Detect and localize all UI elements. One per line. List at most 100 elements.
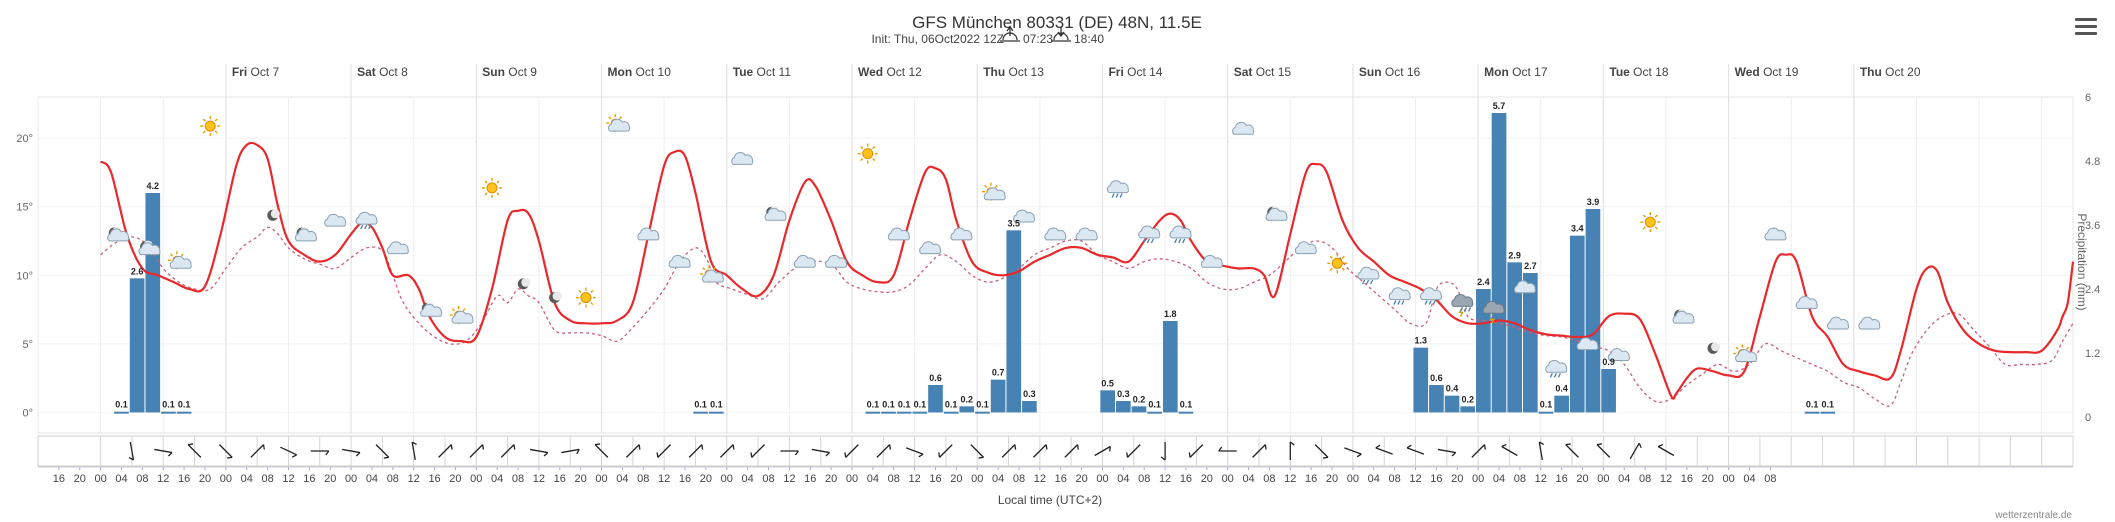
cloud-shape xyxy=(1200,254,1223,268)
cloud-shape xyxy=(1576,337,1599,351)
rain-drop xyxy=(1150,238,1154,244)
weather-cloud-icon xyxy=(1232,121,1255,135)
hour-tick-label: 04 xyxy=(491,473,503,485)
wind-arrow-icon xyxy=(154,448,173,457)
wind-arrow-shaft xyxy=(1344,447,1362,455)
wind-arrow-barb xyxy=(291,454,297,458)
cloud-shape xyxy=(138,242,161,256)
hour-tick-label: 04 xyxy=(616,473,628,485)
wind-arrow-barb xyxy=(128,457,134,461)
hour-tick-label: 20 xyxy=(324,473,336,485)
wind-arrow-icon xyxy=(411,441,417,460)
cloud-shape xyxy=(764,207,787,221)
weather-cloud-rain-icon xyxy=(1169,225,1192,244)
cloud-shape xyxy=(1169,225,1192,239)
wind-arrow-icon xyxy=(876,444,892,458)
sun-ray xyxy=(860,146,864,150)
wind-arrow-shaft xyxy=(1501,445,1518,457)
wind-arrow-icon xyxy=(529,448,549,457)
hour-tick-label: 08 xyxy=(888,473,900,485)
rain-drop xyxy=(1522,293,1526,298)
cloud-shape xyxy=(1138,225,1161,239)
wind-arrow-barb xyxy=(188,443,194,446)
rain-drop xyxy=(1549,373,1553,378)
wind-arrow-shaft xyxy=(187,444,202,458)
rain-drop xyxy=(1495,314,1499,319)
precip-value-label: 0.9 xyxy=(1602,357,1615,367)
hour-tick-label: 20 xyxy=(950,473,962,485)
rain-drop xyxy=(1366,279,1370,285)
weather-moon-cloud-icon xyxy=(107,226,130,242)
cloud-shape xyxy=(107,228,130,242)
wind-arrow-barb xyxy=(889,444,892,450)
weather-sun-cloud-icon xyxy=(606,114,631,133)
credit-label[interactable]: wetterzentrale.de xyxy=(1994,510,2072,521)
precip-value-label: 0.1 xyxy=(694,400,707,410)
weather-cloud-rain-icon xyxy=(1388,287,1411,305)
wind-arrow-barb xyxy=(794,450,799,456)
wind-arrow-icon xyxy=(750,444,765,458)
rain-drop xyxy=(1393,300,1397,305)
weather-thunder-icon xyxy=(1482,300,1505,324)
precip-value-label: 3.4 xyxy=(1571,224,1584,234)
cloud-shape xyxy=(1044,227,1067,241)
wind-arrow-shaft xyxy=(1538,442,1544,460)
menu-icon[interactable] xyxy=(2073,14,2099,40)
wind-arrow-barb xyxy=(978,456,984,459)
sun-ray xyxy=(578,302,582,306)
weather-moon-icon xyxy=(267,209,280,221)
day-label: Sat Oct 8 xyxy=(357,65,408,79)
wind-arrow-barb xyxy=(1356,453,1362,458)
precip-bar xyxy=(865,411,881,414)
sun-ray xyxy=(1329,255,1333,259)
weather-cloud-rain-icon xyxy=(1138,225,1161,244)
hour-tick-label: 16 xyxy=(178,473,190,485)
hour-tick-label: 16 xyxy=(929,473,941,485)
wind-arrow-icon xyxy=(469,444,485,458)
cloud-shape xyxy=(1795,296,1818,309)
hour-tick-label: 00 xyxy=(971,473,983,485)
wind-arrow-icon xyxy=(438,444,453,458)
wind-arrow-barb xyxy=(1045,444,1048,450)
cloud-shape xyxy=(608,118,631,132)
wind-arrow-icon xyxy=(1538,441,1544,460)
sun-ray xyxy=(860,158,864,162)
precip-bar xyxy=(1491,113,1507,413)
precip-bar xyxy=(975,411,990,414)
sun-ray xyxy=(180,253,184,257)
wind-arrow-shaft xyxy=(625,444,640,458)
weather-sun-cloud-icon xyxy=(1733,344,1758,363)
wind-arrow-barb xyxy=(1264,444,1267,450)
sun-ray xyxy=(1329,267,1333,271)
day-label: Mon Oct 17 xyxy=(1484,65,1548,79)
hour-tick-label: 16 xyxy=(1180,473,1192,485)
weather-sun-icon xyxy=(857,143,878,164)
hour-tick-label: 00 xyxy=(1472,473,1484,485)
y-axis-right-title: Precipitation (mm) xyxy=(2075,213,2089,310)
weather-moon-icon xyxy=(1707,342,1720,354)
wind-arrow-shaft xyxy=(1314,444,1329,458)
temperature-series-line xyxy=(99,141,2075,400)
precip-value-label: 0.2 xyxy=(1461,394,1474,404)
rain-drop xyxy=(1459,307,1464,312)
hour-tick-label: 12 xyxy=(1535,473,1547,485)
weather-moon-icon xyxy=(517,277,531,290)
cloud-shape xyxy=(1764,227,1787,241)
sun-ray xyxy=(462,308,466,312)
rain-drop xyxy=(1115,193,1119,198)
cloud-shape xyxy=(169,255,192,269)
wind-arrow-shaft xyxy=(1629,442,1640,460)
wind-arrow-icon xyxy=(187,443,202,458)
precip-bar xyxy=(1585,209,1601,413)
day-label: Wed Oct 19 xyxy=(1735,65,1799,79)
y-right-tick-label: 3.6 xyxy=(2085,220,2100,232)
hour-tick-label: 04 xyxy=(1743,473,1755,485)
cloud-shape xyxy=(1420,287,1443,301)
rain-drop xyxy=(1432,300,1436,305)
sun-ray xyxy=(1735,346,1739,350)
hour-tick-label: 00 xyxy=(220,473,232,485)
wind-arrow-icon xyxy=(970,444,985,459)
weather-sun-cloud-icon xyxy=(167,251,192,270)
cloud-shape xyxy=(701,269,724,283)
